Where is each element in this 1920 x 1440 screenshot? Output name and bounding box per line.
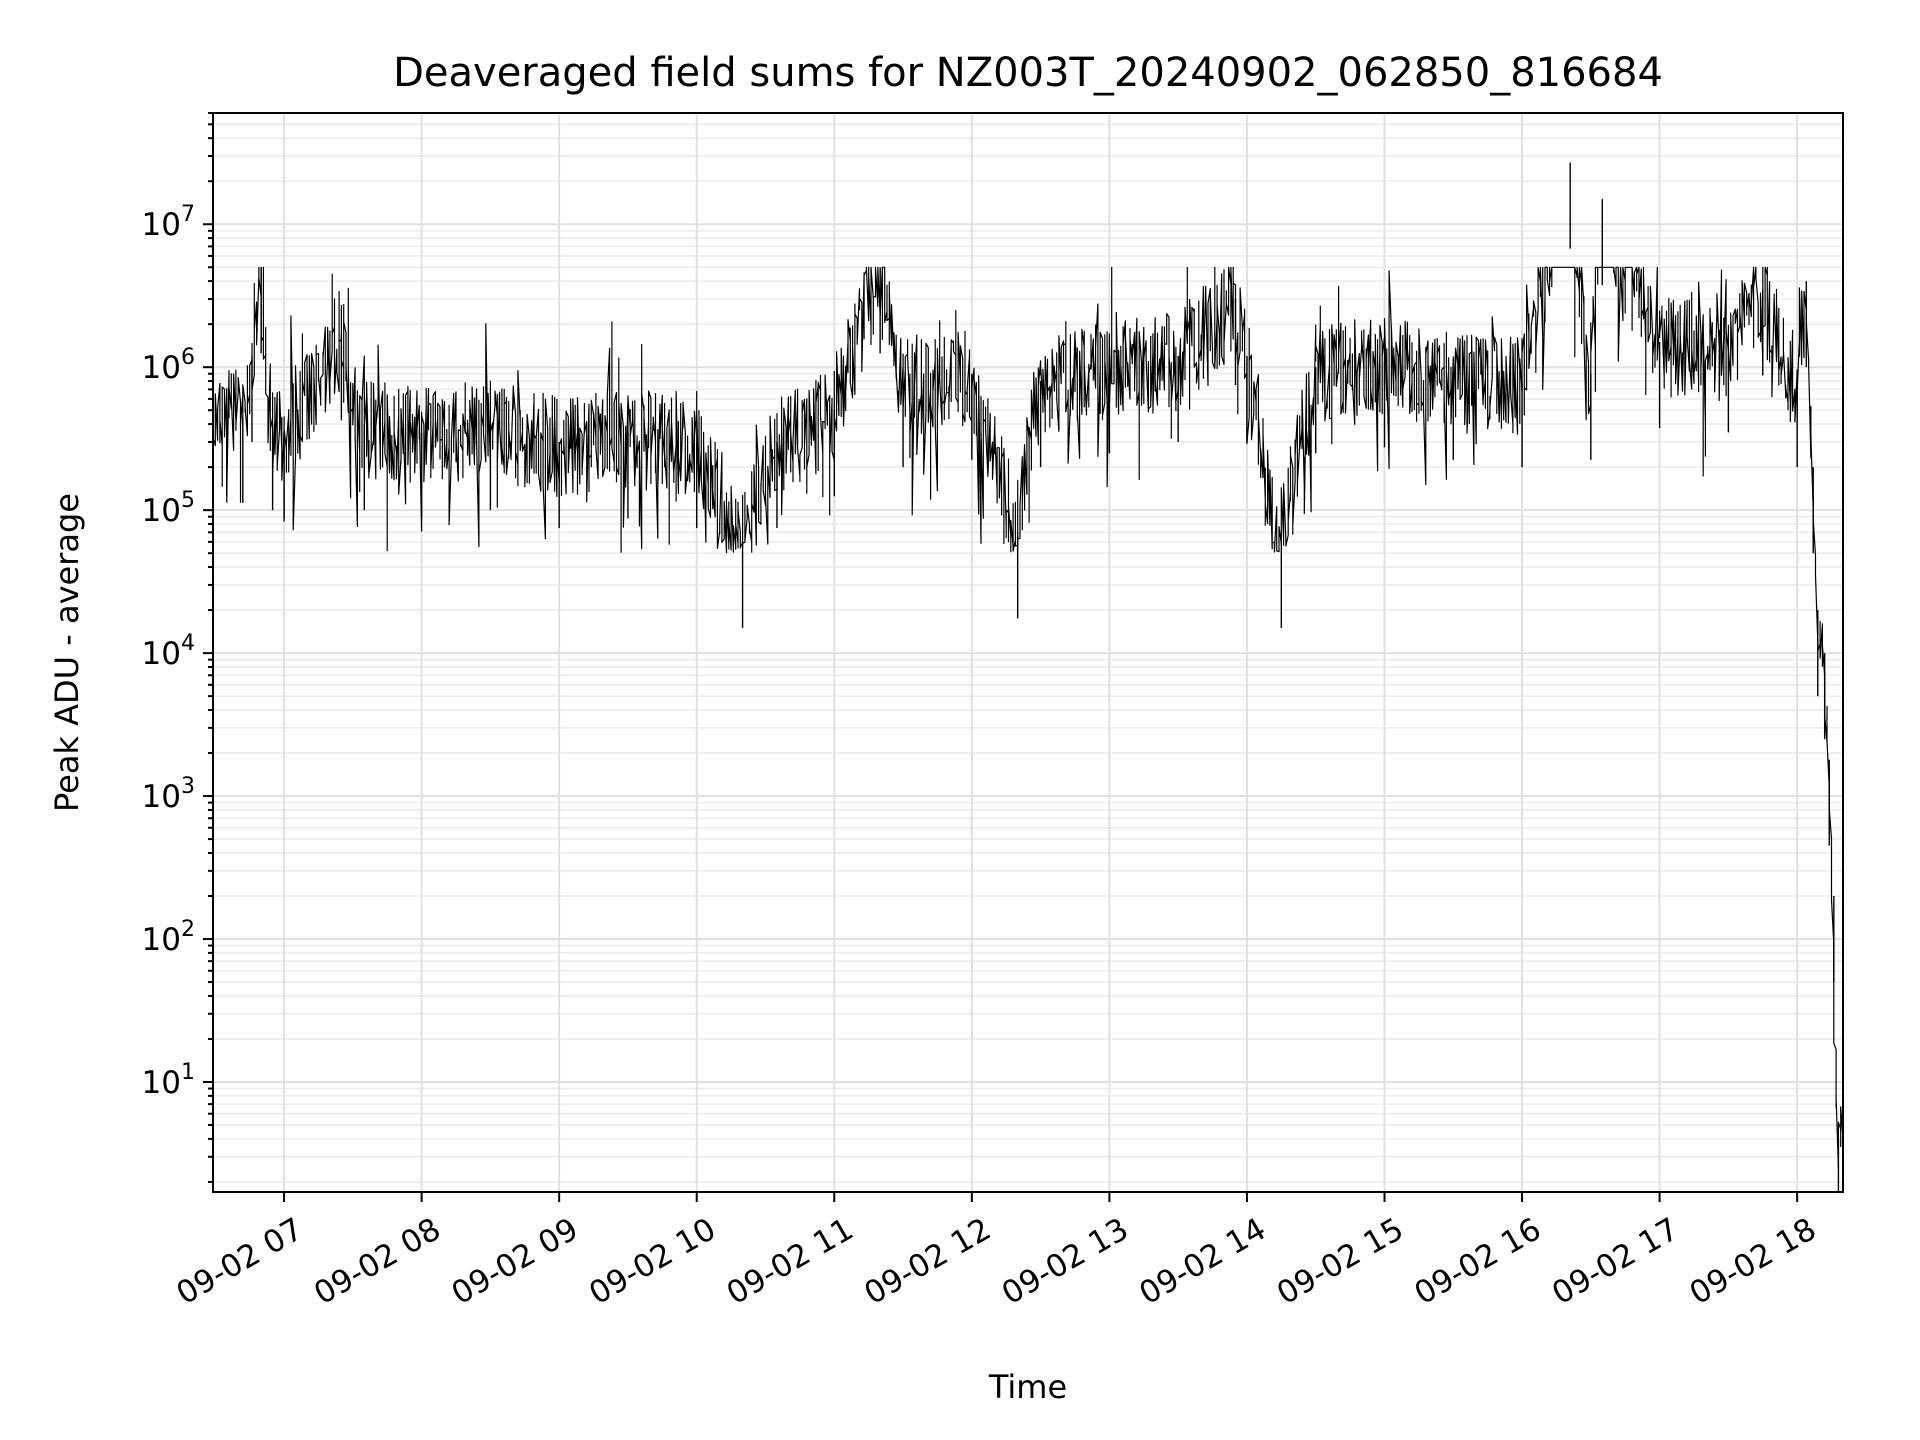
x-tick-label: 09-02 17 (1546, 1211, 1685, 1312)
y-tick-label: 102 (142, 917, 195, 958)
x-tick-label: 09-02 11 (721, 1211, 860, 1312)
x-tick-label: 09-02 08 (308, 1211, 447, 1312)
x-tick-label: 09-02 09 (446, 1211, 585, 1312)
x-tick-label: 09-02 15 (1271, 1211, 1410, 1312)
grid (213, 112, 1843, 1192)
y-tick-label: 106 (142, 345, 195, 386)
y-tick-label: 103 (142, 774, 195, 815)
series-layer (212, 162, 1844, 1192)
y-tick-label: 107 (142, 202, 195, 243)
series-line (212, 266, 1844, 1168)
y-tick-label: 101 (142, 1060, 195, 1101)
y-axis-label: Peak ADU - average (48, 493, 86, 812)
x-tick-label: 09-02 13 (996, 1211, 1135, 1312)
x-tick-label: 09-02 18 (1684, 1211, 1823, 1312)
x-tick-label: 09-02 16 (1409, 1211, 1548, 1312)
x-tick-label: 09-02 12 (858, 1211, 997, 1312)
x-tick-label: 09-02 07 (171, 1211, 310, 1312)
y-tick-label: 104 (142, 631, 195, 672)
x-tick-label: 09-02 10 (583, 1211, 722, 1312)
x-tick-label: 09-02 14 (1133, 1211, 1272, 1312)
chart-title: Deaveraged field sums for NZ003T_2024090… (393, 50, 1663, 96)
y-tick-label: 105 (142, 488, 195, 529)
x-axis-label: Time (988, 1368, 1067, 1406)
